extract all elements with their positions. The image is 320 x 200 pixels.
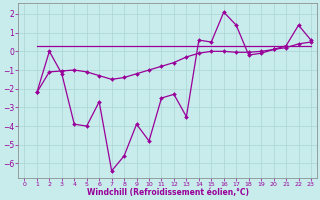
- X-axis label: Windchill (Refroidissement éolien,°C): Windchill (Refroidissement éolien,°C): [87, 188, 249, 197]
